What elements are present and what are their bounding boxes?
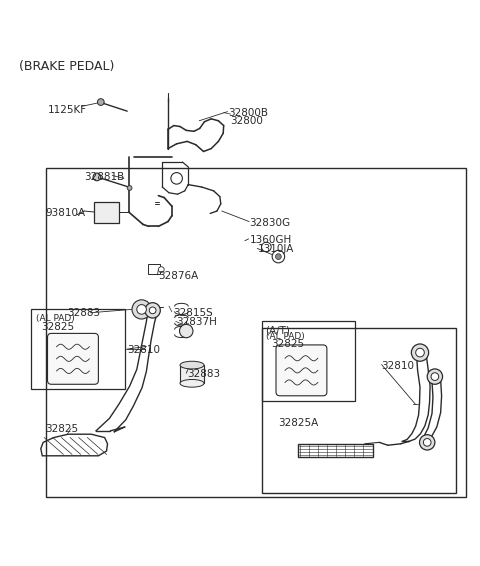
- Bar: [94, 203, 119, 222]
- Text: 32883: 32883: [67, 308, 100, 318]
- Text: 32881B: 32881B: [84, 173, 124, 182]
- Text: 32810: 32810: [127, 345, 160, 355]
- Circle shape: [180, 324, 193, 338]
- Circle shape: [427, 369, 443, 384]
- Text: 32830G: 32830G: [250, 218, 291, 228]
- Text: 32825: 32825: [41, 322, 74, 332]
- FancyBboxPatch shape: [48, 333, 98, 384]
- Text: 1360GH: 1360GH: [250, 235, 292, 245]
- Circle shape: [97, 98, 104, 105]
- Circle shape: [416, 348, 424, 357]
- Bar: [180, 365, 204, 383]
- Ellipse shape: [180, 379, 204, 387]
- Text: 32800: 32800: [230, 116, 263, 126]
- Bar: [31, 310, 125, 389]
- FancyBboxPatch shape: [276, 345, 327, 396]
- Circle shape: [423, 439, 431, 446]
- Bar: [262, 328, 456, 493]
- Bar: [148, 264, 160, 275]
- Text: (AL PAD): (AL PAD): [36, 315, 75, 324]
- Circle shape: [158, 267, 164, 272]
- Text: 32825: 32825: [271, 340, 304, 349]
- Text: 32825A: 32825A: [278, 418, 319, 428]
- Circle shape: [132, 300, 151, 319]
- Text: 93810A: 93810A: [46, 208, 86, 218]
- Text: 1125KF: 1125KF: [48, 105, 87, 115]
- Text: (AL PAD): (AL PAD): [266, 332, 305, 341]
- Text: (A/T): (A/T): [265, 325, 290, 335]
- Circle shape: [127, 186, 132, 190]
- Circle shape: [93, 173, 101, 181]
- Circle shape: [276, 254, 281, 259]
- Circle shape: [411, 344, 429, 361]
- Text: 32825: 32825: [46, 424, 79, 434]
- Circle shape: [171, 173, 182, 184]
- Bar: [262, 321, 355, 401]
- Text: 32837H: 32837H: [177, 318, 217, 327]
- Circle shape: [262, 242, 271, 252]
- Ellipse shape: [180, 361, 204, 369]
- Circle shape: [149, 307, 156, 314]
- Text: 32815S: 32815S: [173, 308, 213, 318]
- Circle shape: [137, 305, 146, 314]
- Text: 32883: 32883: [187, 369, 220, 379]
- Text: 32800B: 32800B: [228, 108, 268, 118]
- Bar: [46, 168, 466, 496]
- Text: 32876A: 32876A: [158, 271, 199, 281]
- Circle shape: [420, 435, 435, 450]
- Text: (BRAKE PEDAL): (BRAKE PEDAL): [19, 60, 115, 73]
- Circle shape: [431, 373, 439, 380]
- Text: 32810: 32810: [382, 361, 415, 371]
- Circle shape: [145, 303, 160, 318]
- Text: 1310JA: 1310JA: [258, 245, 295, 254]
- Circle shape: [272, 250, 285, 263]
